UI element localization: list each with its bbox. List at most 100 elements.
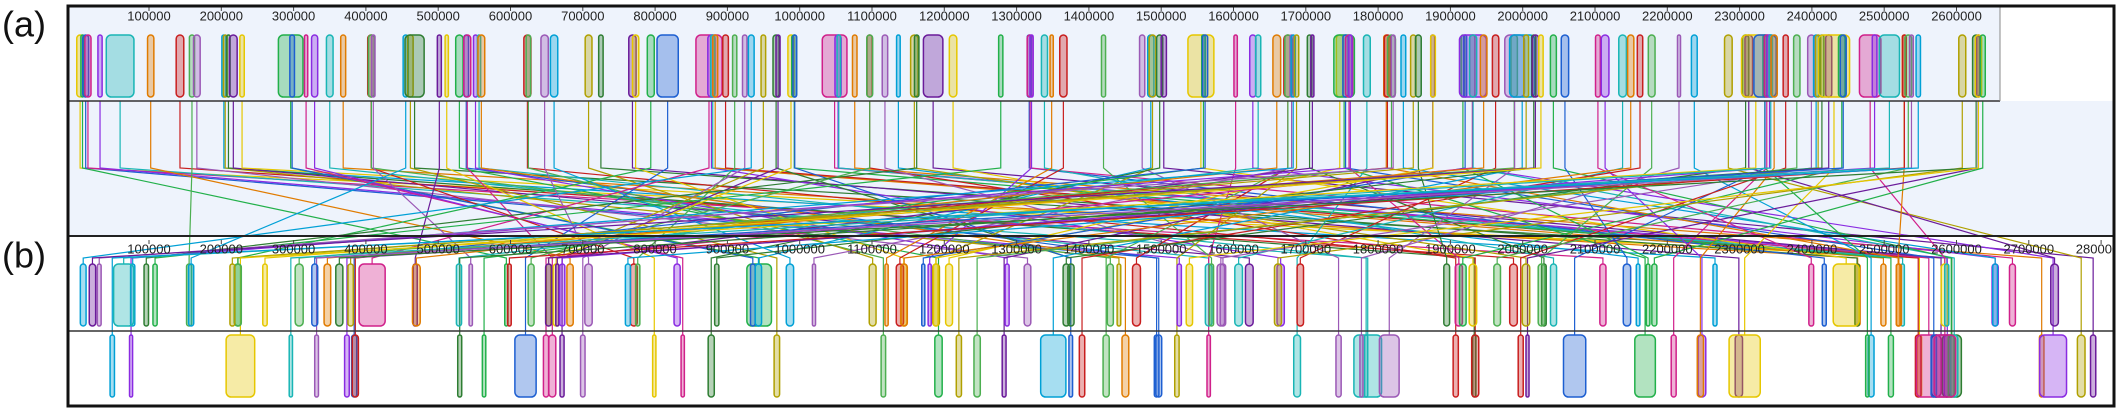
tick-label: 1300000 xyxy=(991,241,1042,256)
connector xyxy=(154,101,1002,264)
block xyxy=(1696,334,1705,398)
connector xyxy=(372,101,472,264)
block xyxy=(1468,263,1478,327)
block xyxy=(713,263,720,327)
block xyxy=(656,34,680,98)
block xyxy=(506,263,512,327)
block xyxy=(747,34,755,98)
tick-label: 300000 xyxy=(272,241,315,256)
block xyxy=(792,34,798,98)
connector xyxy=(899,101,1064,264)
block xyxy=(866,34,874,98)
block xyxy=(1443,263,1451,327)
connector xyxy=(1277,101,1963,264)
block xyxy=(1651,263,1658,327)
block xyxy=(631,34,640,98)
block xyxy=(311,263,319,327)
connector xyxy=(1496,101,1909,264)
block xyxy=(1634,334,1657,398)
block xyxy=(1887,334,1895,398)
connector xyxy=(446,101,655,335)
connector xyxy=(1727,101,2082,335)
connector xyxy=(1360,101,1680,335)
connector xyxy=(190,101,407,264)
block xyxy=(1059,34,1068,98)
connector xyxy=(338,101,1977,264)
block xyxy=(1254,34,1262,98)
connector xyxy=(98,101,1394,264)
connector xyxy=(637,101,736,264)
tick-label: 1400000 xyxy=(1064,241,1115,256)
block xyxy=(836,34,842,98)
tick-label: 900000 xyxy=(706,241,749,256)
connector xyxy=(813,101,1293,264)
block xyxy=(673,263,681,327)
block xyxy=(1458,263,1467,327)
block xyxy=(1878,34,1901,98)
block xyxy=(1335,334,1342,398)
tick-label: 900000 xyxy=(706,8,749,23)
connector xyxy=(1699,101,1775,335)
block xyxy=(1121,334,1130,398)
block xyxy=(1839,34,1847,98)
block xyxy=(973,334,982,398)
connector xyxy=(854,101,2043,335)
block xyxy=(229,263,236,327)
connector xyxy=(548,101,1830,264)
block xyxy=(1712,263,1718,327)
block xyxy=(143,263,150,327)
connector xyxy=(91,101,1536,264)
connector xyxy=(524,101,669,335)
connector xyxy=(1540,101,1653,264)
connector xyxy=(1462,101,1649,264)
connector xyxy=(145,101,918,264)
tick-label: 1300000 xyxy=(991,8,1042,23)
block xyxy=(1792,34,1801,98)
tick-label: 2200000 xyxy=(1642,8,1693,23)
tick-label: 2100000 xyxy=(1570,8,1621,23)
connector xyxy=(838,101,1904,264)
block xyxy=(79,263,87,327)
block xyxy=(1049,34,1055,98)
block xyxy=(1958,34,1967,98)
block xyxy=(1728,334,1762,398)
block xyxy=(294,263,304,327)
block xyxy=(559,334,565,398)
block xyxy=(1216,263,1226,327)
block xyxy=(1359,334,1364,398)
block xyxy=(1599,263,1607,327)
block xyxy=(1933,334,1957,398)
block xyxy=(1770,34,1778,98)
connector xyxy=(1220,101,1813,264)
block xyxy=(187,263,195,327)
connector xyxy=(1385,101,1900,264)
block xyxy=(1508,263,1519,327)
connector xyxy=(1472,101,1955,335)
connector xyxy=(1388,101,1516,335)
connector xyxy=(1653,101,1984,264)
connector xyxy=(264,101,1542,264)
block xyxy=(1292,334,1302,398)
block xyxy=(97,34,103,98)
connector xyxy=(298,101,1393,264)
block xyxy=(1600,34,1610,98)
block xyxy=(1116,263,1122,327)
connector xyxy=(1308,101,1545,264)
connector xyxy=(231,101,1527,264)
connector xyxy=(82,101,752,264)
block xyxy=(1176,263,1183,327)
block xyxy=(1023,263,1032,327)
connector xyxy=(353,101,1206,335)
connector xyxy=(314,101,1844,264)
connector xyxy=(1200,101,1847,264)
connector xyxy=(903,101,1632,264)
connector xyxy=(1238,101,1624,264)
block xyxy=(1895,263,1901,327)
block xyxy=(1208,263,1215,327)
tick-label: 1700000 xyxy=(1280,8,1331,23)
tick-label: 2000000 xyxy=(1497,241,1548,256)
block xyxy=(1626,34,1635,98)
block xyxy=(1062,263,1071,327)
tick-label: 200000 xyxy=(200,8,243,23)
